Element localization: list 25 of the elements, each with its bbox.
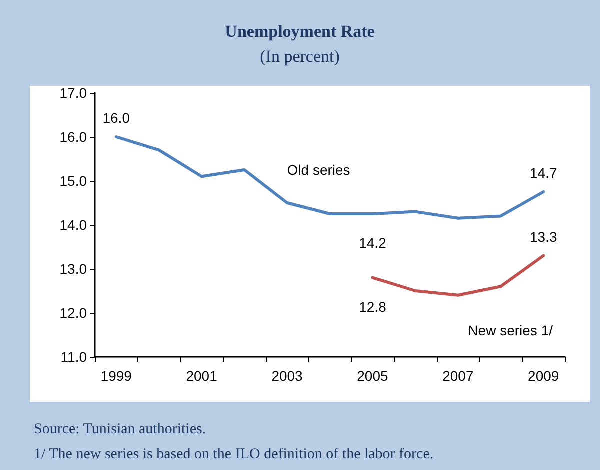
x-tick-label: 2001 — [186, 368, 218, 384]
series-label: Old series — [287, 162, 350, 178]
x-tick-label: 2003 — [272, 368, 304, 384]
data-label: 14.7 — [530, 165, 558, 181]
x-tick-label: 2005 — [357, 368, 389, 384]
y-tick-label: 13.0 — [60, 261, 88, 277]
source-note: Source: Tunisian authorities. — [34, 422, 206, 438]
text: 1/ The new series is based on the ILO definition of the labor force. — [34, 446, 434, 462]
y-tick-label: 14.0 — [60, 217, 88, 233]
text: New series 1/ — [468, 322, 554, 338]
chart-subtitle: (In percent) — [260, 47, 340, 66]
chart-title: Unemployment Rate — [225, 22, 376, 41]
data-label: 13.3 — [530, 228, 558, 245]
line-series — [371, 254, 546, 297]
data-label: 14.2 — [359, 235, 387, 251]
y-tick-label: 12.0 — [60, 305, 88, 321]
x-tick-label: 1999 — [100, 368, 132, 384]
data-label: 12.8 — [359, 298, 387, 315]
y-tick-label: 11.0 — [60, 349, 88, 365]
x-tick-label: 2009 — [528, 368, 560, 384]
y-tick-label: 16.0 — [60, 129, 88, 145]
data-label: 16.0 — [102, 110, 130, 126]
y-tick-label: 15.0 — [60, 173, 88, 189]
x-tick-label: 2007 — [442, 368, 474, 384]
y-tick-label: 17.0 — [60, 85, 88, 101]
